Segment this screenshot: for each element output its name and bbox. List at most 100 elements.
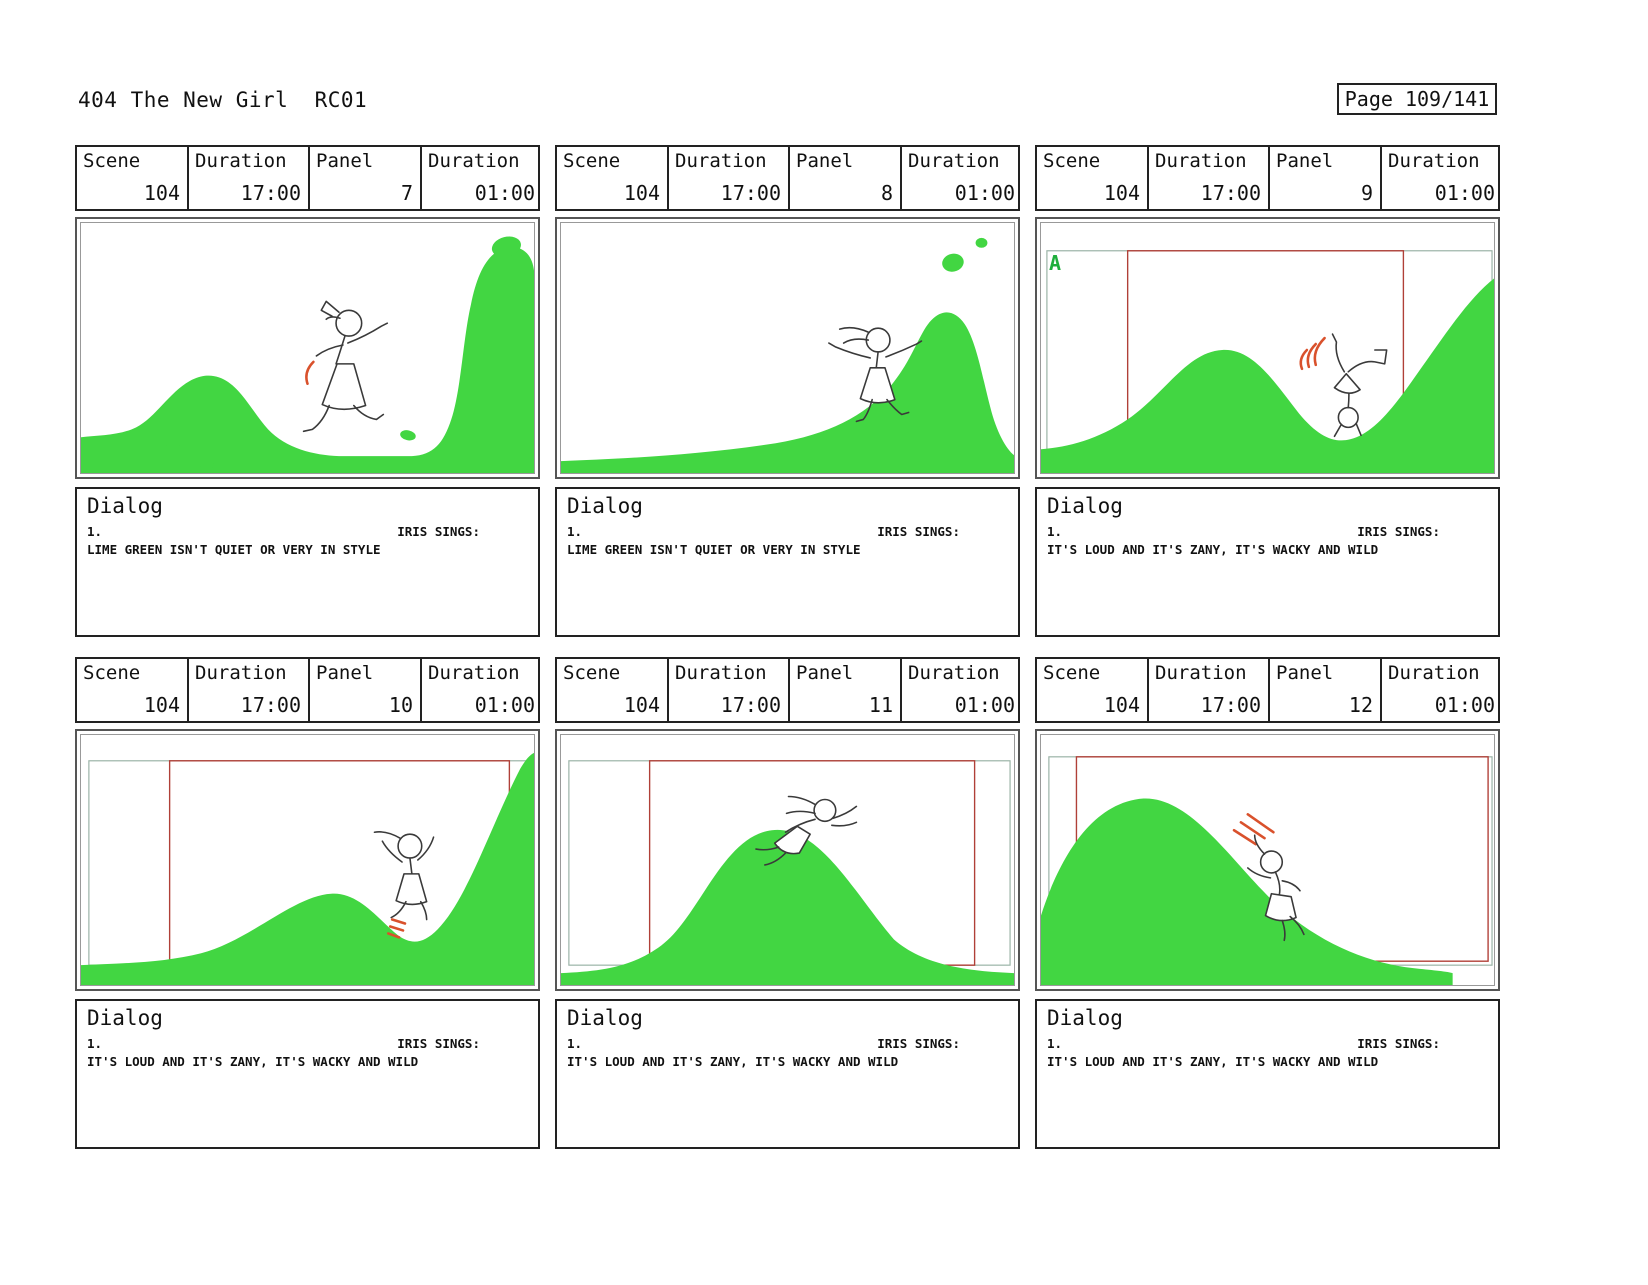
panel-number-value: 12 [1348, 693, 1373, 717]
dialog-box: Dialog 1. IRIS SINGS: LIME GREEN ISN'T Q… [555, 487, 1020, 637]
scene-value: 104 [623, 693, 660, 717]
duration-label: Duration [428, 150, 520, 172]
panel-artwork-frame [555, 729, 1020, 991]
panel-label: Panel [1276, 150, 1334, 172]
scene-label: Scene [563, 150, 621, 172]
duration-label: Duration [1388, 662, 1480, 684]
green-hill [81, 752, 534, 985]
dialog-speaker: IRIS SINGS: [1357, 524, 1440, 539]
scene-duration-value: 17:00 [1200, 181, 1261, 205]
panel-header: Scene 104 Duration 17:00 Panel 10 Durati… [75, 657, 540, 723]
dialog-box: Dialog 1. IRIS SINGS: IT'S LOUD AND IT'S… [555, 999, 1020, 1149]
duration-label: Duration [195, 150, 287, 172]
panel-duration-cell: Duration 01:00 [902, 659, 1022, 721]
character-sketch [828, 326, 923, 423]
dialog-number: 1. [1047, 1036, 1063, 1051]
scene-value: 104 [1103, 693, 1140, 717]
panel-header: Scene 104 Duration 17:00 Panel 11 Durati… [555, 657, 1020, 723]
panel-artwork [1040, 734, 1495, 986]
red-motion-mark [388, 925, 405, 932]
dialog-speaker: IRIS SINGS: [397, 1036, 480, 1051]
green-hill [81, 236, 534, 473]
panel-header: Scene 104 Duration 17:00 Panel 9 Duratio… [1035, 145, 1500, 211]
dialog-text: IT'S LOUD AND IT'S ZANY, IT'S WACKY AND … [567, 1054, 899, 1069]
red-motion-mark [390, 918, 407, 925]
panel-label: Panel [316, 150, 374, 172]
panel-artwork-frame [555, 217, 1020, 479]
panel-duration-value: 01:00 [954, 181, 1015, 205]
scene-duration-cell: Duration 17:00 [189, 147, 310, 209]
scene-label: Scene [83, 662, 141, 684]
panel-label: Panel [796, 150, 854, 172]
scene-duration-value: 17:00 [720, 693, 781, 717]
character-sketch [1232, 813, 1305, 942]
dialog-meta: 1. IRIS SINGS: [87, 524, 528, 539]
dialog-label: Dialog [87, 494, 163, 518]
panel-artwork [560, 734, 1015, 986]
scene-duration-value: 17:00 [1200, 693, 1261, 717]
scene-value: 104 [1103, 181, 1140, 205]
green-splash-drops [163, 430, 458, 470]
panel-label: Panel [316, 662, 374, 684]
panel-number-cell: Panel 9 [1270, 147, 1382, 209]
dialog-number: 1. [87, 1036, 103, 1051]
duration-label: Duration [1388, 150, 1480, 172]
scene-duration-cell: Duration 17:00 [1149, 147, 1270, 209]
scene-duration-value: 17:00 [240, 181, 301, 205]
scene-label: Scene [1043, 662, 1101, 684]
panel-duration-cell: Duration 01:00 [422, 147, 542, 209]
green-hill [561, 829, 1014, 985]
red-motion-mark [305, 360, 315, 386]
green-hill [1041, 798, 1453, 985]
scene-duration-cell: Duration 17:00 [1149, 659, 1270, 721]
dialog-label: Dialog [567, 1006, 643, 1030]
red-motion-mark [1306, 342, 1318, 369]
dialog-number: 1. [1047, 524, 1063, 539]
scene-value: 104 [623, 181, 660, 205]
panel-duration-value: 01:00 [1434, 181, 1495, 205]
board-title: 404 The New Girl RC01 [78, 88, 368, 112]
panel-artwork-frame [1035, 729, 1500, 991]
duration-label: Duration [195, 662, 287, 684]
dialog-text: LIME GREEN ISN'T QUIET OR VERY IN STYLE [87, 542, 381, 557]
scene-cell: Scene 104 [77, 659, 189, 721]
panel-artwork [80, 222, 535, 474]
panel-number-cell: Panel 11 [790, 659, 902, 721]
dialog-text: LIME GREEN ISN'T QUIET OR VERY IN STYLE [567, 542, 861, 557]
dialog-meta: 1. IRIS SINGS: [87, 1036, 528, 1051]
green-hill [1041, 278, 1494, 473]
red-motion-mark [1246, 813, 1275, 834]
dialog-meta: 1. IRIS SINGS: [567, 1036, 1008, 1051]
panel-number-value: 8 [880, 181, 893, 205]
panel-duration-cell: Duration 01:00 [422, 659, 542, 721]
scene-value: 104 [143, 693, 180, 717]
dialog-text: IT'S LOUD AND IT'S ZANY, IT'S WACKY AND … [87, 1054, 419, 1069]
character-sketch [373, 831, 435, 939]
storyboard-panel: Scene 104 Duration 17:00 Panel 9 Duratio… [1035, 145, 1500, 637]
panel-number-cell: Panel 8 [790, 147, 902, 209]
panel-artwork-frame [75, 217, 540, 479]
panel-label: Panel [796, 662, 854, 684]
character-sketch [755, 795, 858, 866]
scene-cell: Scene 104 [77, 147, 189, 209]
dialog-speaker: IRIS SINGS: [1357, 1036, 1440, 1051]
character-sketch [302, 300, 389, 433]
panel-header: Scene 104 Duration 17:00 Panel 8 Duratio… [555, 145, 1020, 211]
dialog-box: Dialog 1. IRIS SINGS: IT'S LOUD AND IT'S… [75, 999, 540, 1149]
green-hill [561, 237, 1014, 473]
duration-label: Duration [908, 662, 1000, 684]
scene-value: 104 [143, 181, 180, 205]
red-motion-mark [1313, 336, 1326, 367]
scene-cell: Scene 104 [557, 147, 669, 209]
panel-number-cell: Panel 10 [310, 659, 422, 721]
scene-duration-cell: Duration 17:00 [669, 147, 790, 209]
panel-duration-value: 01:00 [474, 693, 535, 717]
scene-label: Scene [563, 662, 621, 684]
scene-duration-value: 17:00 [240, 693, 301, 717]
dialog-text: IT'S LOUD AND IT'S ZANY, IT'S WACKY AND … [1047, 542, 1379, 557]
red-motion-mark [1299, 348, 1309, 371]
dialog-text: IT'S LOUD AND IT'S ZANY, IT'S WACKY AND … [1047, 1054, 1379, 1069]
scene-duration-cell: Duration 17:00 [189, 659, 310, 721]
dialog-meta: 1. IRIS SINGS: [1047, 1036, 1488, 1051]
storyboard-panel: Scene 104 Duration 17:00 Panel 11 Durati… [555, 657, 1020, 1149]
